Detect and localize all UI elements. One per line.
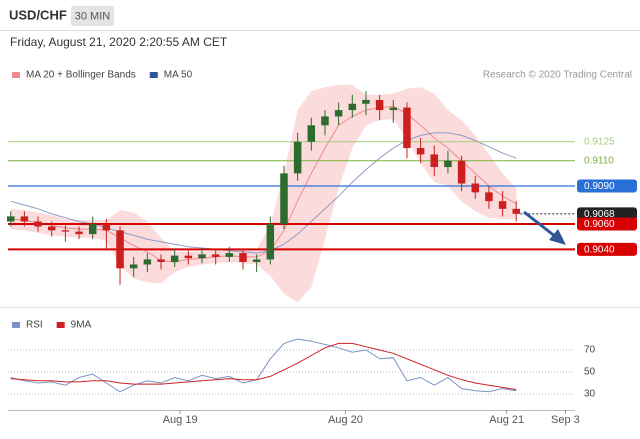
level-tag [577,207,637,221]
candle-body [485,192,493,202]
plot: MA 20 + Bollinger Bands MA 50 0.9125 0.9110… [6,70,637,426]
y-tick-label: 30 [584,389,596,400]
level-label: 0.9040 [584,244,615,255]
candle-body [307,125,316,142]
candle-body [293,141,302,174]
arrow-shaft [523,210,557,239]
x-tick-label: Aug 19 [163,414,198,426]
level-tag [577,179,637,193]
symbol: USD/CHF [9,7,67,22]
candle-body [321,116,329,126]
interval-label[interactable]: 30 MIN [75,10,111,22]
timestamp: Friday, August 21, 2020 2:20:55 AM CET [10,35,228,49]
x-tick-label: Aug 21 [489,414,524,426]
candle-body [512,208,521,214]
x-tick-label: Aug 20 [328,414,363,426]
candle-body [225,253,234,257]
legend-label: RSI [26,320,43,331]
credit: Research © 2020 Trading Central [483,70,632,81]
level-label: 0.9090 [584,181,615,192]
candle-body [61,230,70,232]
candle-body [239,253,247,262]
candle-body [266,224,275,260]
forecast-arrow [523,210,566,245]
candle-body [75,231,83,235]
interval-button[interactable] [71,6,114,26]
legend-label: 9MA [71,320,92,331]
legend-swatch [12,72,20,78]
series-line [10,338,517,393]
candle-body [88,224,97,235]
level-tag [577,217,637,231]
candle-body [416,148,425,155]
candle-body [157,259,165,262]
candle-body [102,224,111,231]
candle-body [403,107,411,149]
candle-body [198,254,206,259]
candle-body [348,103,357,111]
legend-swatch [56,322,65,328]
level-label: 0.9110 [584,155,614,166]
candle-body [457,160,466,184]
candle-body [362,99,370,104]
level-tag [577,242,637,256]
candle-body [280,173,288,224]
candle-body [334,110,343,117]
candle-body [498,201,507,209]
candle-body [211,254,220,257]
y-tick-label: 70 [584,345,596,356]
candle-body [444,160,452,168]
arrow-head [549,229,566,245]
y-tick-label: 50 [584,367,596,378]
legend-swatch [12,322,20,328]
candle-body [6,216,15,222]
x-tick-label: Sep 3 [551,414,580,426]
candle-body [129,264,138,269]
candle-body [143,259,152,265]
legend-swatch [149,72,158,78]
legend-label: MA 20 + Bollinger Bands [26,70,136,81]
candle-body [430,154,439,168]
candle-body [471,183,480,193]
level-label: 0.9125 [584,136,615,147]
candle-body [20,216,29,222]
candle-body [184,255,193,259]
candle-body [34,221,42,227]
candle-body [389,107,398,111]
candle-body [252,259,261,262]
level-label: 0.9060 [584,219,615,230]
candle-body [375,99,384,111]
candle-body [170,255,179,262]
bollinger-band [10,84,517,303]
legend-label: MA 50 [164,70,193,81]
candle-body [47,226,56,231]
series-line [10,342,517,391]
candle-body [116,230,124,269]
level-label: 0.9068 [584,209,615,220]
